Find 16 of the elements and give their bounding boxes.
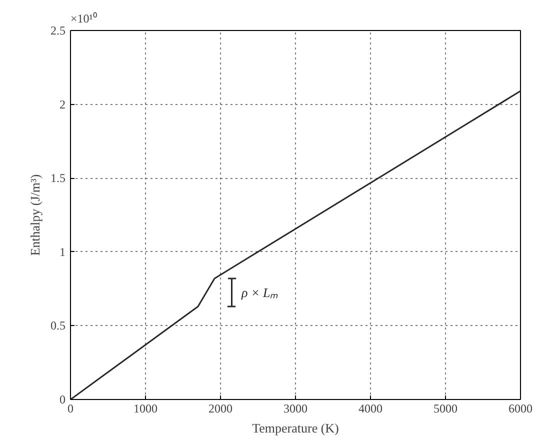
x-tick-label: 5000: [434, 402, 458, 416]
x-tick-label: 3000: [284, 402, 308, 416]
y-tick-label: 2: [60, 97, 66, 112]
x-axis-title: Temperature (K): [252, 420, 339, 436]
y-tick-label: 2.5: [50, 24, 66, 38]
x-tick-label: 4000: [358, 402, 382, 416]
series-label: ρ × Lₘ: [240, 284, 278, 300]
x-tick-label: 6000: [508, 402, 532, 416]
y-tick-label: 0.5: [50, 318, 66, 333]
x-tick-label: 1000: [134, 402, 158, 416]
y-axis-title: Enthalpy (J/m³): [28, 174, 42, 256]
text: ×10¹⁰: [70, 12, 97, 26]
y-tick-label: 1.5: [50, 171, 66, 186]
y-tick-label: 1: [60, 244, 66, 259]
x-tick-label: 2000: [208, 402, 232, 416]
y-tick-label: 0: [60, 392, 66, 406]
